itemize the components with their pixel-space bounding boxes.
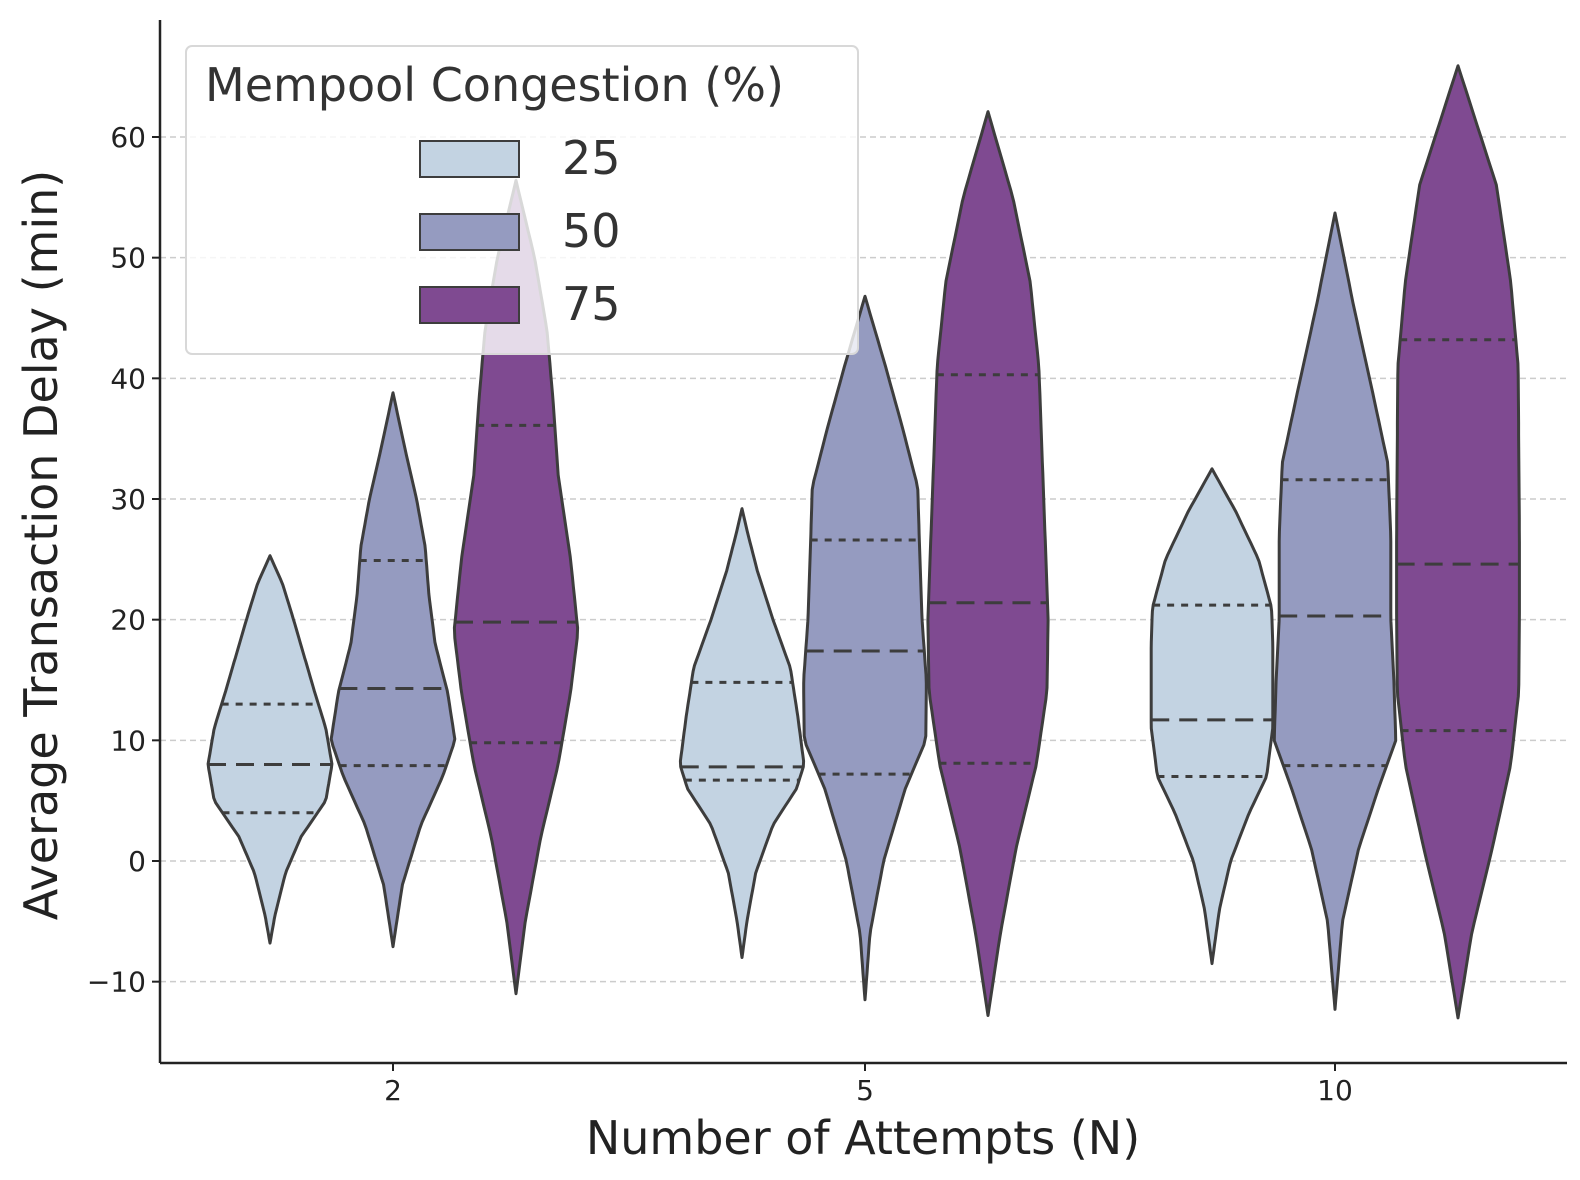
legend-swatch-25 — [419, 140, 520, 178]
x-tick-label: 2 — [384, 1074, 402, 1107]
x-ticks: 2 5 10 — [384, 1063, 1353, 1107]
violin-2-25 — [206, 554, 334, 945]
legend-swatch-50 — [419, 213, 520, 251]
legend-label-50: 50 — [562, 204, 621, 258]
y-tick-label: 60 — [110, 121, 146, 154]
violin-10-25 — [1149, 467, 1275, 966]
axes — [158, 20, 1567, 1065]
x-axis-title: Number of Attempts (N) — [586, 1111, 1140, 1165]
violin-10-75 — [1395, 64, 1521, 1020]
violin-2-50 — [329, 391, 457, 949]
x-tick-label: 10 — [1317, 1074, 1353, 1107]
violin-5-75 — [926, 110, 1050, 1017]
legend-box — [185, 45, 859, 355]
y-tick-label: 30 — [110, 483, 146, 516]
y-tick-label: 40 — [110, 362, 146, 395]
x-tick-label: 5 — [856, 1074, 874, 1107]
y-ticks: −10 0 10 20 30 40 50 60 — [87, 121, 160, 999]
y-tick-label: 50 — [110, 242, 146, 275]
violin-10-50 — [1272, 211, 1398, 1011]
violin-5-25 — [678, 507, 806, 959]
y-tick-label: 10 — [110, 724, 146, 757]
legend-label-25: 25 — [562, 131, 621, 185]
violin-layer — [206, 64, 1521, 1020]
legend-label-75: 75 — [562, 277, 621, 331]
legend: Mempool Congestion (%) 25 50 75 — [185, 45, 859, 355]
violin-5-50 — [802, 294, 928, 1002]
y-axis-title: Average Transaction Delay (min) — [14, 170, 68, 920]
legend-title: Mempool Congestion (%) — [205, 58, 784, 112]
legend-swatch-75 — [419, 286, 520, 324]
y-tick-label: 20 — [110, 604, 146, 637]
legend-entries: 25 50 75 — [419, 131, 621, 331]
y-tick-label: −10 — [87, 966, 146, 999]
y-tick-label: 0 — [128, 845, 146, 878]
